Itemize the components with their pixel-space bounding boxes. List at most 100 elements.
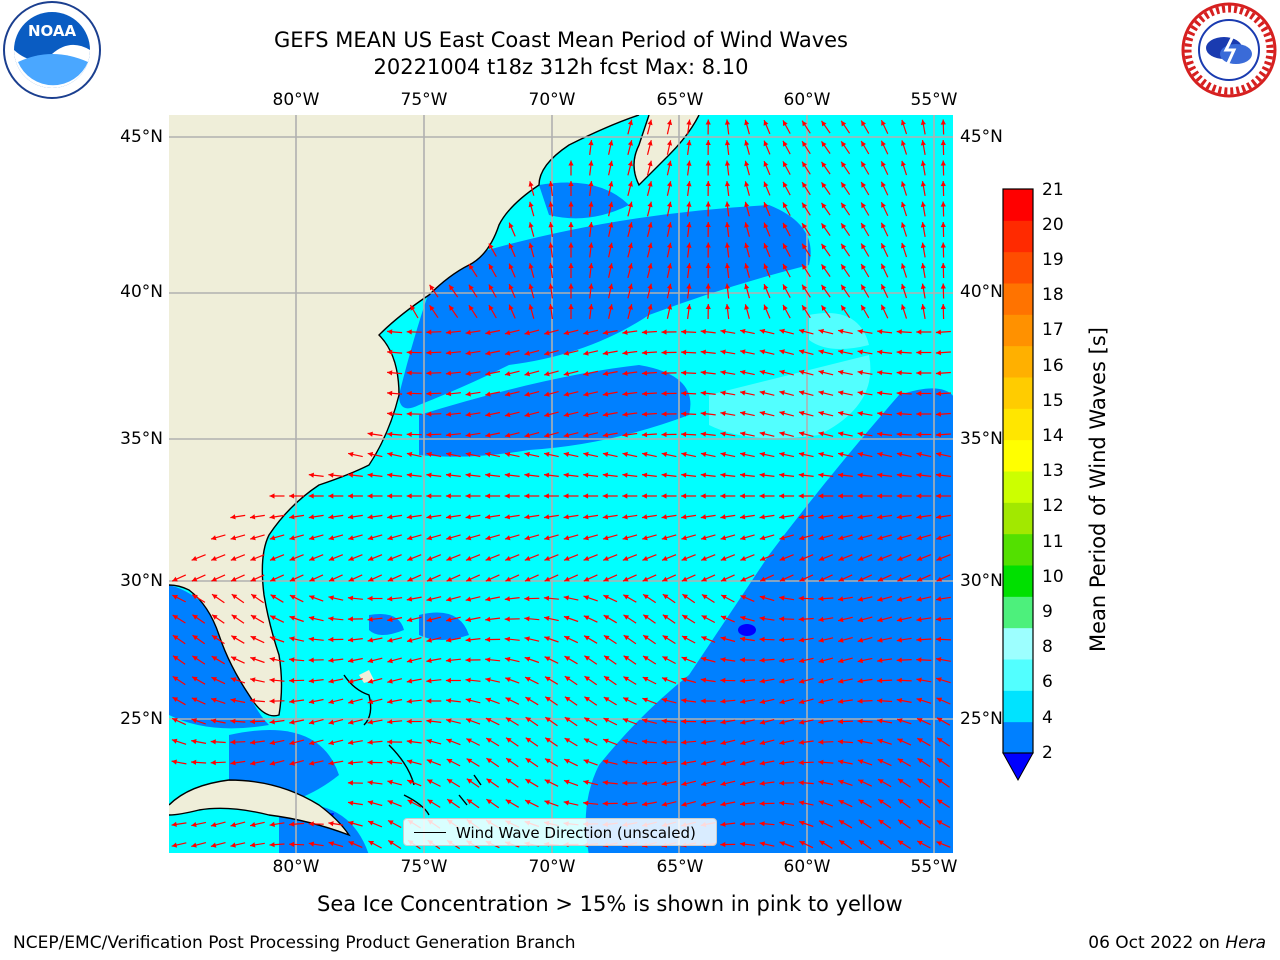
- wind-arrow: [759, 678, 775, 684]
- wind-arrow: [857, 514, 873, 520]
- colorbar-band: [1003, 721, 1033, 754]
- lon-label-bottom-70w: 70°W: [528, 857, 576, 877]
- wind-arrow: [308, 636, 324, 642]
- wind-arrow: [191, 697, 206, 705]
- wind-arrow: [759, 698, 775, 705]
- wind-arrow: [705, 180, 711, 197]
- wind-arrow: [504, 596, 520, 602]
- wind-arrow: [646, 304, 653, 319]
- wind-arrow: [700, 370, 716, 376]
- wind-arrow: [705, 160, 711, 176]
- wind-arrow: [759, 410, 775, 417]
- wind-arrow: [739, 698, 755, 704]
- wind-arrow: [720, 801, 736, 807]
- wind-arrow: [896, 390, 912, 396]
- wind-arrow: [940, 221, 946, 238]
- wind-arrow: [798, 431, 814, 437]
- wind-arrow: [801, 243, 811, 257]
- wind-arrow: [857, 431, 873, 437]
- wind-arrow: [642, 655, 657, 665]
- wind-arrow: [681, 698, 697, 704]
- wind-arrow: [860, 222, 870, 237]
- wind-arrow: [837, 349, 853, 355]
- wind-arrow: [445, 432, 461, 438]
- wind-arrow: [917, 778, 931, 788]
- wind-arrow: [583, 514, 599, 520]
- wind-arrow: [347, 760, 363, 766]
- wind-arrow: [465, 370, 481, 376]
- wind-arrow: [171, 821, 187, 827]
- wind-arrow: [504, 411, 520, 418]
- wind-arrow: [798, 410, 814, 417]
- wind-arrow: [465, 493, 481, 499]
- wind-arrow: [821, 284, 831, 298]
- wind-arrow: [525, 696, 539, 706]
- wind-arrow: [779, 616, 795, 622]
- wind-arrow: [838, 534, 853, 541]
- wind-arrow: [289, 841, 305, 847]
- wind-arrow: [877, 698, 893, 704]
- wind-arrow: [763, 283, 771, 299]
- wind-arrow: [445, 329, 461, 335]
- wind-arrow: [308, 821, 324, 827]
- wind-arrow: [269, 514, 285, 520]
- wind-arrow: [724, 222, 731, 237]
- wind-arrow: [917, 798, 931, 809]
- wind-arrow: [837, 493, 853, 499]
- wind-arrow: [466, 798, 480, 809]
- wind-arrow: [896, 431, 912, 437]
- wind-arrow: [524, 472, 540, 478]
- wind-arrow: [446, 798, 460, 809]
- wind-arrow: [681, 349, 697, 355]
- wind-arrow: [661, 329, 677, 335]
- wind-arrow: [387, 472, 403, 478]
- wind-arrow: [563, 635, 579, 644]
- wind-arrow: [686, 263, 692, 278]
- wind-arrow: [603, 717, 618, 726]
- wind-arrow: [720, 780, 736, 787]
- wind-arrow: [563, 432, 579, 438]
- wind-arrow: [602, 350, 618, 356]
- wind-arrow: [504, 350, 520, 356]
- wind-arrow: [782, 181, 791, 196]
- colorbar-band: [1003, 220, 1033, 253]
- wind-arrow: [642, 534, 657, 541]
- wind-arrow: [646, 283, 653, 299]
- wind-arrow: [543, 514, 559, 520]
- wind-arrow: [724, 181, 731, 196]
- wind-arrow: [724, 140, 731, 155]
- lat-label-right-40n: 40°N: [960, 282, 1003, 302]
- wind-arrow: [524, 596, 540, 602]
- wind-arrow: [347, 719, 363, 725]
- colorbar-tick-9: 9: [1042, 602, 1053, 622]
- wind-arrow: [916, 717, 931, 726]
- wind-arrow: [744, 242, 750, 258]
- wind-arrow: [661, 574, 677, 582]
- wind-arrow: [622, 718, 638, 725]
- wind-arrow: [406, 678, 422, 684]
- wind-arrow: [896, 677, 912, 683]
- wind-arrow: [681, 656, 696, 664]
- wind-arrow: [880, 263, 889, 278]
- wind-arrow: [681, 411, 697, 417]
- wind-arrow: [583, 779, 599, 786]
- wind-arrow: [445, 514, 461, 520]
- wind-arrow: [646, 222, 653, 237]
- wind-arrow: [347, 637, 363, 643]
- wind-arrow: [798, 451, 814, 458]
- footer-credit: NCEP/EMC/Verification Post Processing Pr…: [13, 933, 576, 953]
- wind-arrow: [935, 636, 951, 642]
- wind-arrow: [739, 678, 755, 684]
- chart-subtitle: 20221004 t18z 312h fcst Max: 8.10: [373, 55, 749, 79]
- wind-arrow: [387, 493, 403, 499]
- wind-arrow: [763, 222, 771, 237]
- wind-arrow: [564, 655, 578, 665]
- wind-arrow: [840, 202, 851, 216]
- wind-arrow: [308, 493, 324, 499]
- wind-arrow: [563, 493, 579, 499]
- wind-arrow: [880, 140, 889, 155]
- wind-arrow: [759, 739, 775, 746]
- wind-arrow: [563, 370, 579, 377]
- wind-arrow: [406, 616, 422, 623]
- wind-arrow: [328, 821, 344, 827]
